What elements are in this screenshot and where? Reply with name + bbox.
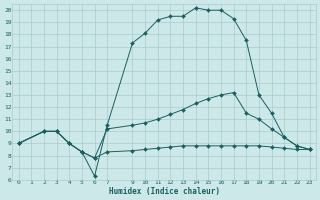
X-axis label: Humidex (Indice chaleur): Humidex (Indice chaleur) — [108, 187, 220, 196]
